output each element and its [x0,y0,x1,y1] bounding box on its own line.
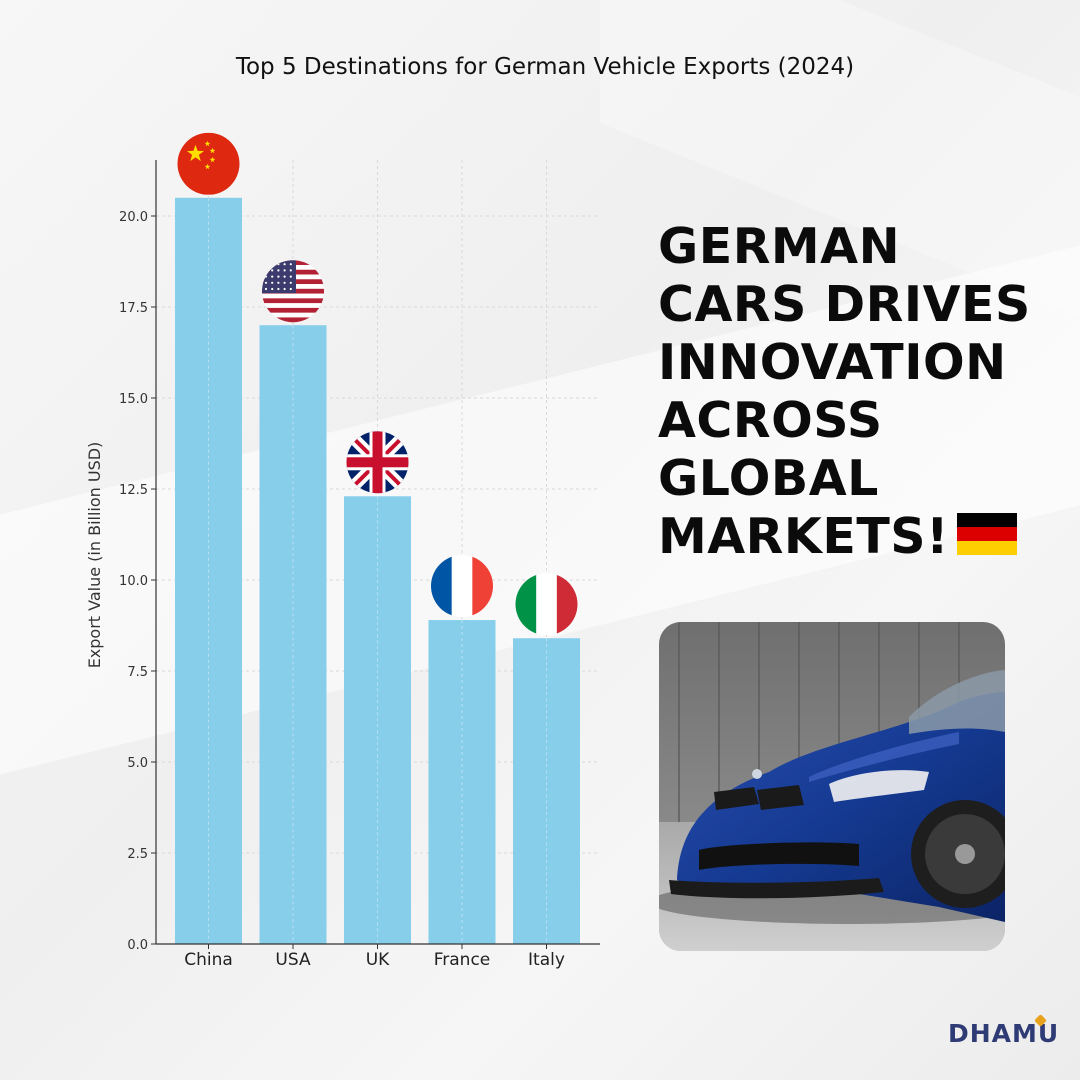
x-tick-label: Italy [528,950,565,970]
y-tick-label: 20.0 [119,210,148,225]
y-axis-label: Export Value (in Billion USD) [85,442,104,669]
y-tick-label: 7.5 [127,665,148,680]
france-flag-icon [431,555,493,618]
usa-flag-icon [262,260,324,323]
y-tick-label: 10.0 [119,574,148,589]
chart-title: Top 5 Destinations for German Vehicle Ex… [235,54,855,80]
headline-line: CARS DRIVES [658,276,1031,333]
x-tick-label: USA [275,950,311,970]
china-flag-icon [177,132,240,195]
italy-flag-icon [515,573,578,636]
headline-line: MARKETS! [658,508,949,565]
y-tick-label: 15.0 [119,392,148,407]
germany-flag-icon [956,513,1017,555]
blue-sports-car-photo [659,622,1005,951]
y-tick-label: 0.0 [127,938,148,953]
y-tick-label: 5.0 [127,756,148,771]
x-tick-label: China [184,950,233,970]
x-tick-label: France [434,950,491,970]
x-tick-label: UK [366,950,390,970]
headline-line: ACROSS [658,392,883,449]
bars [175,197,580,945]
headline-line: INNOVATION [658,334,1007,391]
y-tick-label: 12.5 [119,483,148,498]
headline-line: GERMAN [658,218,901,275]
axes: 0.0 2.5 5.0 7.5 10.0 12.5 15.0 17.5 20.0 China USA… [85,160,600,970]
bar-france [428,620,496,944]
uk-flag-icon [346,431,409,494]
car-photo [659,622,1005,951]
y-tick-label: 2.5 [127,847,148,862]
y-tick-label: 17.5 [119,301,148,316]
headline-line: GLOBAL [658,450,879,507]
flag-icons [177,132,578,636]
headline: GERMAN CARS DRIVES INNOVATION ACROSS GLO… [658,218,1058,566]
